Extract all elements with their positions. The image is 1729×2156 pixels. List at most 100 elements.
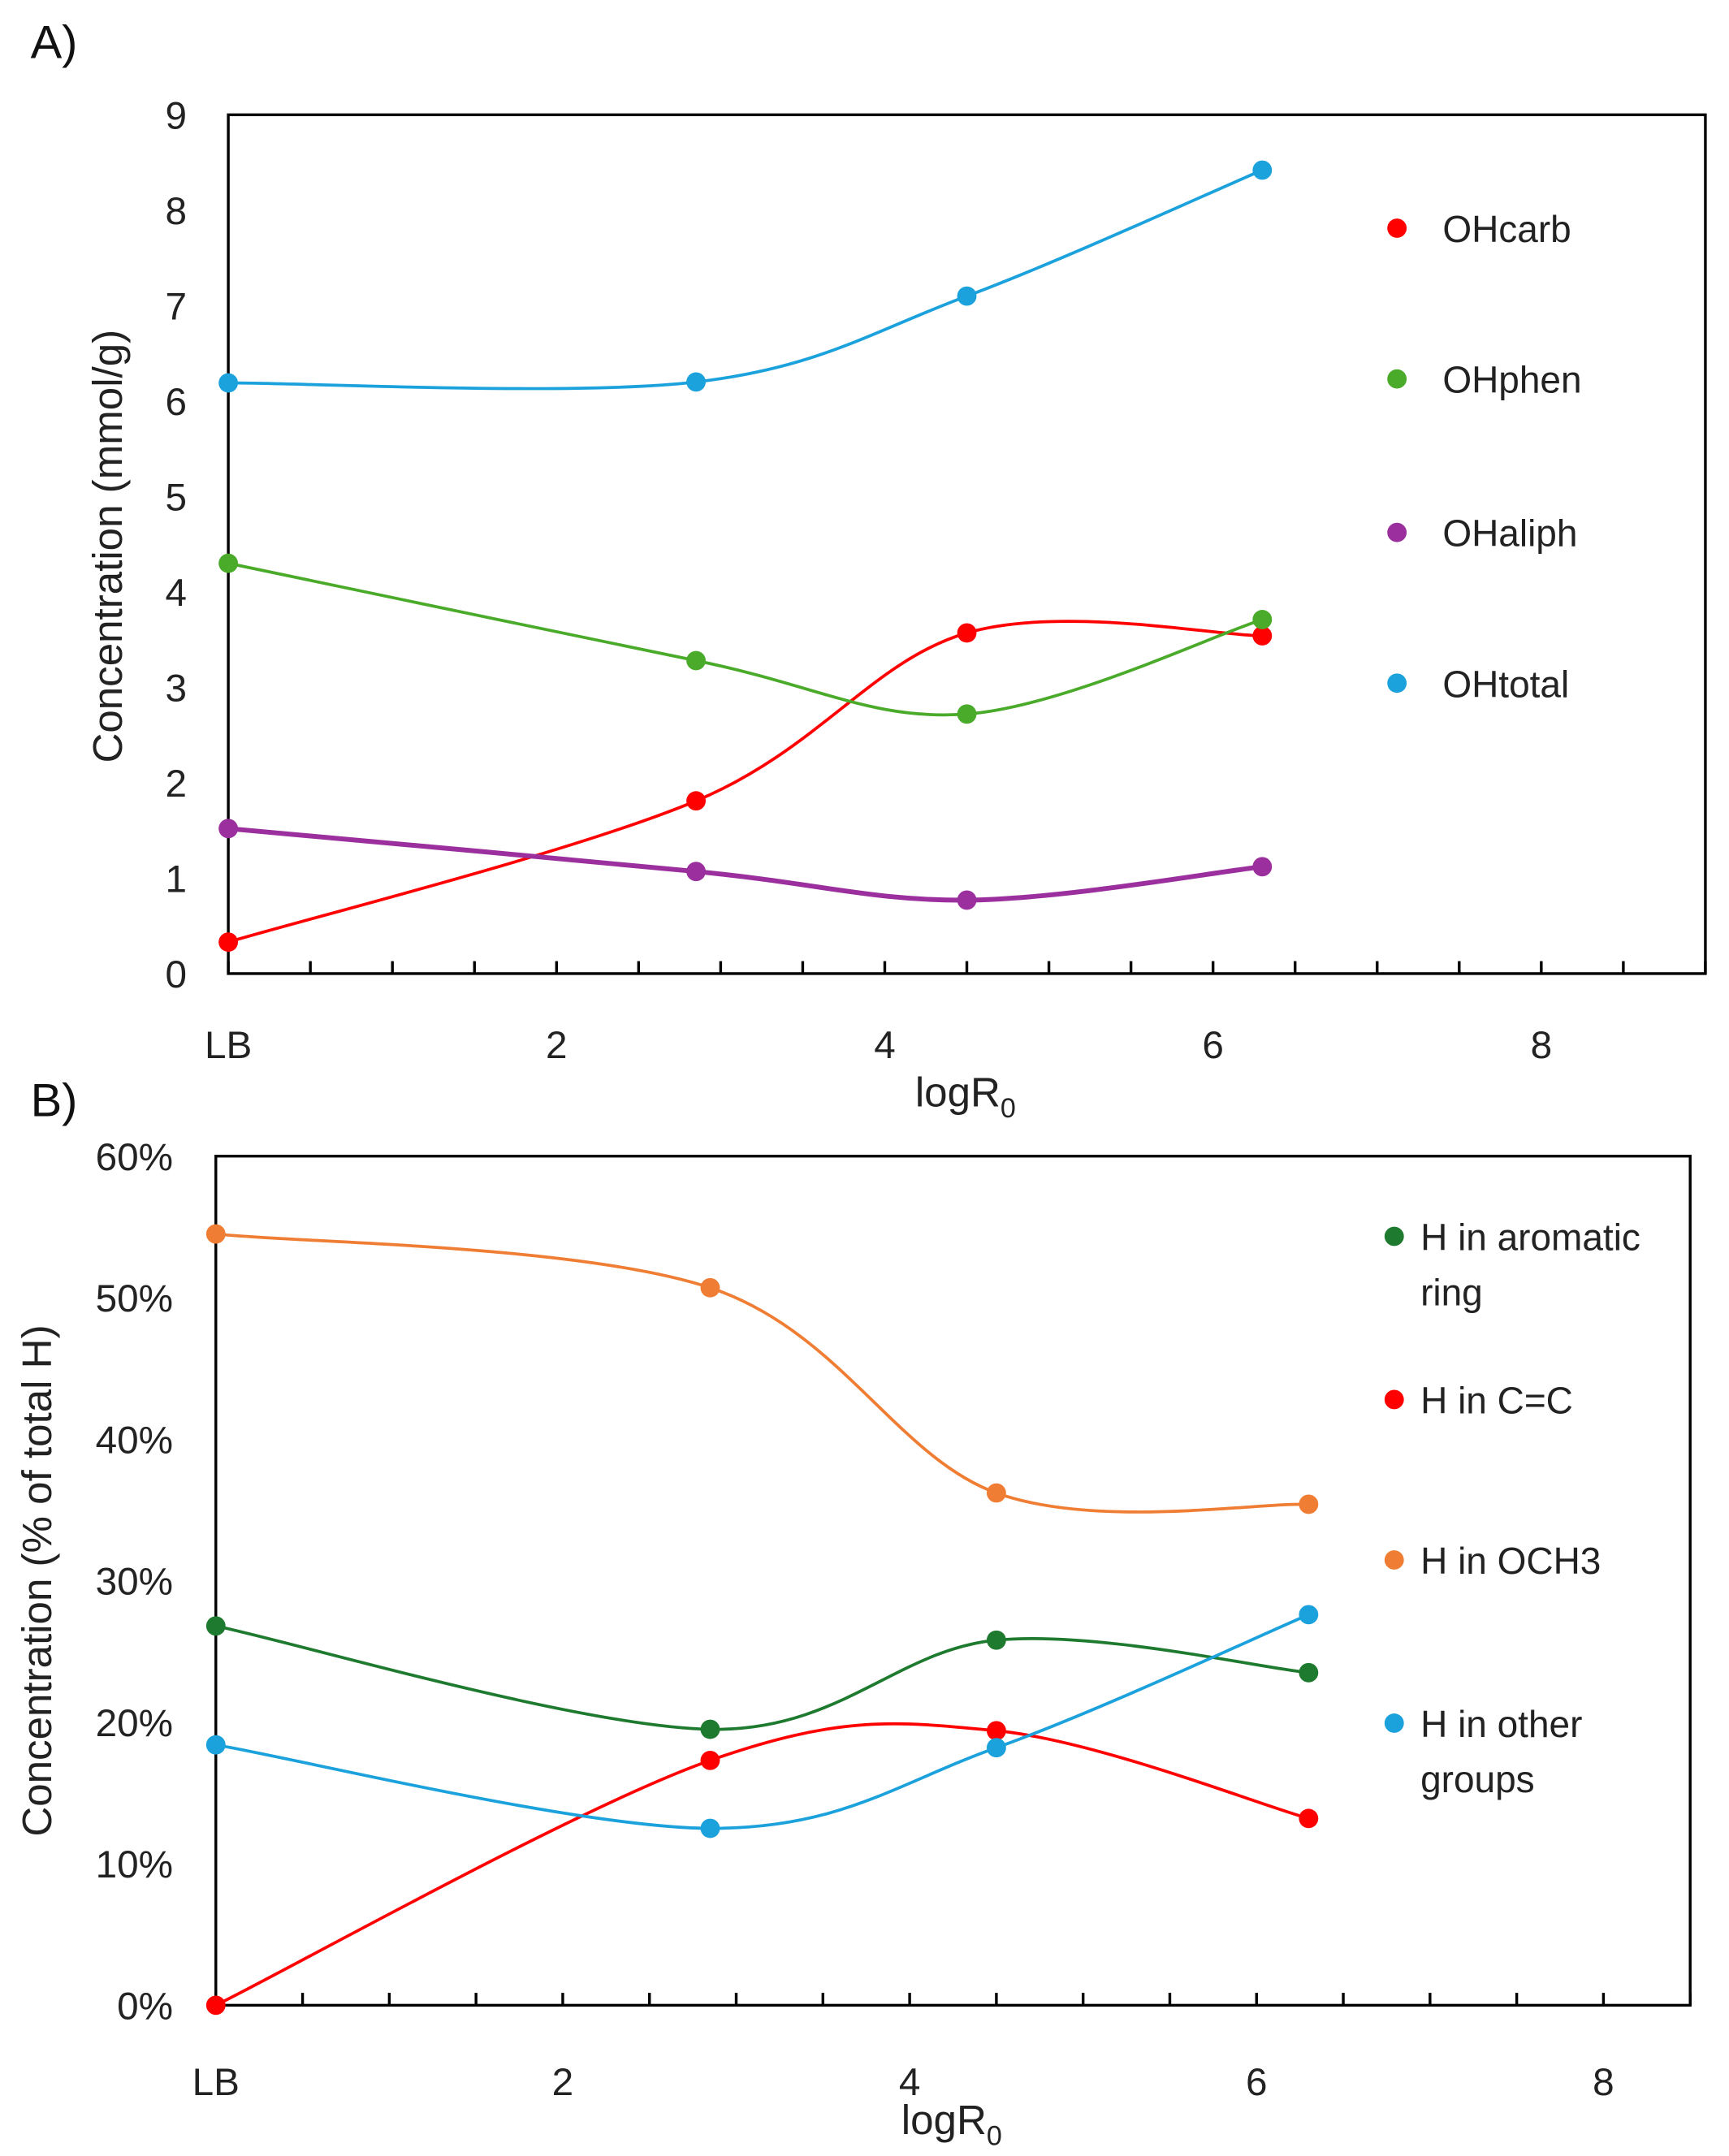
legend-label: H in OCH3 — [1420, 1540, 1601, 1582]
y-tick-label: 40% — [96, 1419, 173, 1462]
data-point — [686, 372, 706, 392]
x-tick-label: 6 — [1246, 2061, 1268, 2104]
y-tick-label: 7 — [166, 285, 188, 328]
y-tick-label: 4 — [166, 572, 188, 615]
data-point — [205, 1616, 226, 1636]
data-point — [218, 932, 239, 953]
y-tick-label: 6 — [166, 381, 188, 424]
data-point — [986, 1483, 1006, 1503]
y-tick-label: 0% — [117, 1985, 173, 2028]
series-line — [227, 826, 1263, 903]
legend-marker — [1384, 1713, 1404, 1733]
legend-label: H in other — [1420, 1703, 1582, 1745]
legend-label: OHphen — [1442, 359, 1581, 401]
data-point — [1252, 857, 1273, 877]
x-axis-title-main: logR — [915, 1069, 1001, 1115]
legend-marker — [1387, 522, 1407, 542]
data-point — [686, 791, 706, 811]
data-point — [218, 819, 239, 839]
data-point — [986, 1738, 1006, 1758]
y-tick-label: 1 — [166, 858, 188, 901]
data-point — [1252, 610, 1273, 629]
series-line — [215, 1624, 1309, 1731]
legend-marker — [1384, 1226, 1404, 1247]
y-tick-label: 5 — [166, 476, 188, 519]
series-ohaliph: OHaliph — [218, 512, 1577, 910]
series-ohtotal: OHtotal — [218, 160, 1569, 705]
series-ohphen: OHphen — [218, 359, 1582, 724]
data-point — [957, 890, 977, 910]
x-tick-label: 8 — [1531, 1024, 1553, 1067]
data-point — [957, 704, 977, 724]
series-line — [214, 1722, 1309, 2007]
data-point — [1299, 1605, 1319, 1625]
data-point — [218, 373, 239, 393]
data-point — [700, 1750, 720, 1770]
data-point — [1299, 1662, 1319, 1683]
legend-marker — [1387, 218, 1407, 238]
plot-frame — [214, 1155, 1692, 2007]
legend-label: OHtotal — [1442, 663, 1569, 705]
x-tick-label: LB — [205, 1024, 252, 1067]
y-axis-title: Concentration (mmol/g) — [84, 330, 131, 763]
y-tick-label: 60% — [96, 1136, 173, 1179]
data-point — [205, 1735, 226, 1755]
data-point — [1299, 1808, 1319, 1829]
data-point — [218, 553, 239, 573]
legend-label: ring — [1420, 1272, 1483, 1314]
data-point — [686, 862, 706, 882]
y-tick-label: 10% — [96, 1843, 173, 1886]
legend-label: H in C=C — [1420, 1379, 1573, 1421]
legend-marker — [1387, 673, 1407, 693]
x-tick-label: 8 — [1593, 2061, 1614, 2104]
x-axis-title-subscript: 0 — [987, 2120, 1002, 2151]
series-line — [215, 1232, 1309, 1514]
data-point — [205, 1224, 226, 1244]
data-point — [957, 623, 977, 643]
data-point — [205, 1995, 226, 2016]
legend-label: OHcarb — [1442, 208, 1571, 250]
y-axis-title: Concentration (% of total H) — [14, 1324, 60, 1836]
data-point — [700, 1277, 720, 1298]
legend-label: groups — [1420, 1758, 1535, 1800]
x-tick-label: 6 — [1202, 1024, 1224, 1067]
x-tick-label: 2 — [552, 2061, 574, 2104]
legend-label: OHaliph — [1442, 512, 1577, 555]
data-point — [1299, 1494, 1319, 1514]
panel-label: B) — [31, 1074, 78, 1126]
legend-marker — [1387, 369, 1407, 389]
y-tick-label: 20% — [96, 1702, 173, 1745]
panel-label: A) — [31, 17, 78, 69]
y-tick-label: 0 — [166, 953, 188, 996]
data-point — [1252, 160, 1273, 180]
series-line — [227, 620, 1263, 944]
data-point — [1252, 626, 1273, 646]
series-ohcarb: OHcarb — [218, 208, 1571, 953]
y-tick-label: 8 — [166, 190, 188, 233]
y-tick-label: 2 — [166, 763, 188, 806]
series-line — [227, 561, 1263, 717]
series-h-in-c-c: H in C=C — [205, 1379, 1573, 2016]
data-point — [700, 1719, 720, 1739]
data-point — [957, 286, 977, 306]
x-tick-label: LB — [192, 2061, 240, 2104]
y-tick-label: 3 — [166, 667, 188, 710]
x-axis-title-main: logR — [901, 2097, 987, 2143]
legend-label: H in aromatic — [1420, 1216, 1640, 1259]
x-axis-title-subscript: 0 — [1001, 1093, 1016, 1124]
series-line — [215, 1613, 1310, 1830]
y-tick-label: 30% — [96, 1561, 173, 1604]
series-line — [228, 168, 1264, 391]
y-tick-label: 50% — [96, 1277, 173, 1320]
x-tick-label: 2 — [546, 1024, 568, 1067]
data-point — [700, 1818, 720, 1838]
legend-marker — [1384, 1389, 1404, 1410]
series-h-in-other-groups: H in other groups — [205, 1605, 1582, 1838]
x-tick-label: 4 — [899, 2061, 921, 2104]
x-tick-label: 4 — [874, 1024, 896, 1067]
data-point — [986, 1630, 1006, 1650]
legend-marker — [1384, 1550, 1404, 1570]
series-h-in-aromatic-ring: H in aromatic ring — [205, 1216, 1640, 1739]
